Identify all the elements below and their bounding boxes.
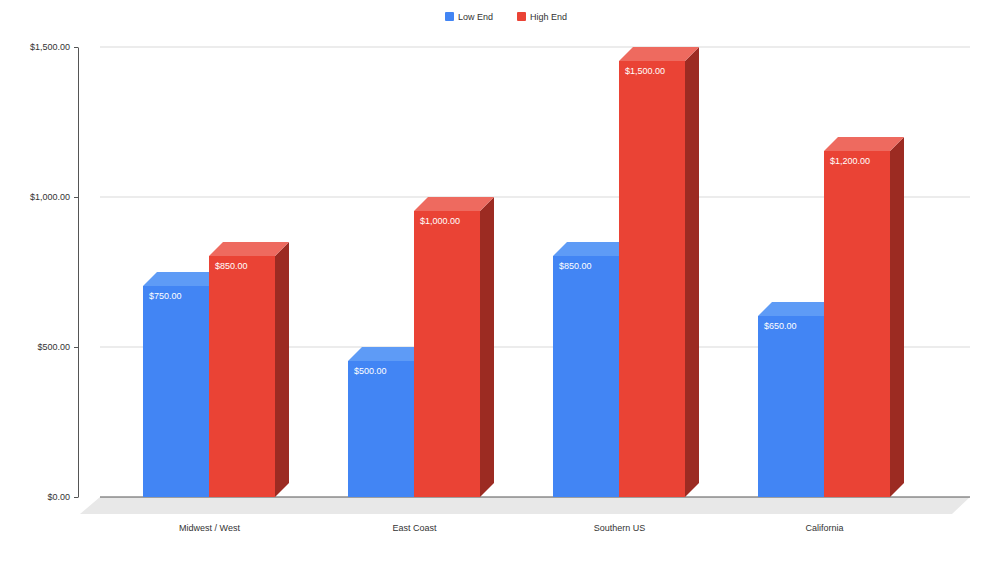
bar-top bbox=[824, 137, 904, 151]
x-tick-label: California bbox=[805, 523, 843, 533]
y-axis: $0.00 $500.00 $1,000.00 $1,500.00 bbox=[30, 42, 79, 502]
legend-label: Low End bbox=[458, 12, 493, 22]
bar-front bbox=[758, 316, 824, 497]
data-label: $1,000.00 bbox=[420, 216, 460, 226]
x-tick-label: Midwest / West bbox=[179, 523, 240, 533]
data-label: $850.00 bbox=[215, 261, 248, 271]
x-tick-label: Southern US bbox=[594, 523, 646, 533]
bar bbox=[824, 137, 904, 497]
bar-top bbox=[414, 197, 494, 211]
y-tick-label: $1,500.00 bbox=[30, 42, 70, 52]
data-label: $850.00 bbox=[559, 261, 592, 271]
legend-swatch bbox=[517, 12, 526, 21]
data-labels: $750.00 $500.00 $850.00 $650.00 $850.00 $1,00… bbox=[149, 66, 870, 376]
legend-label: High End bbox=[530, 12, 567, 22]
y-tick: $1,000.00 bbox=[30, 192, 78, 202]
bars bbox=[143, 47, 904, 497]
y-tick-label: $0.00 bbox=[47, 492, 70, 502]
data-label: $1,500.00 bbox=[625, 66, 665, 76]
bar-front bbox=[143, 286, 209, 497]
y-tick-mark bbox=[74, 197, 78, 198]
floor bbox=[80, 497, 970, 514]
legend: Low End High End bbox=[445, 12, 567, 22]
bar-side bbox=[890, 137, 904, 497]
chart: $0.00 $500.00 $1,000.00 $1,500.00 $750.00 $50… bbox=[0, 0, 1000, 563]
x-tick-label: East Coast bbox=[392, 523, 437, 533]
y-tick: $500.00 bbox=[37, 342, 78, 352]
legend-swatch bbox=[445, 12, 454, 21]
data-label: $750.00 bbox=[149, 291, 182, 301]
y-tick-mark bbox=[74, 347, 78, 348]
bar-front bbox=[619, 61, 685, 497]
y-axis-line bbox=[78, 48, 79, 498]
bar-front bbox=[348, 361, 414, 497]
bar-top bbox=[619, 47, 699, 61]
data-label: $1,200.00 bbox=[830, 156, 870, 166]
y-tick-mark bbox=[74, 497, 78, 498]
data-label: $650.00 bbox=[764, 321, 797, 331]
y-tick-label: $1,000.00 bbox=[30, 192, 70, 202]
bar-front bbox=[209, 256, 275, 497]
y-tick-label: $500.00 bbox=[37, 342, 70, 352]
bar-side bbox=[480, 197, 494, 497]
y-tick: $1,500.00 bbox=[30, 42, 78, 52]
data-label: $500.00 bbox=[354, 366, 387, 376]
bar-side bbox=[685, 47, 699, 497]
y-tick-mark bbox=[74, 47, 78, 48]
grid-line bbox=[100, 47, 970, 48]
bar bbox=[619, 47, 699, 497]
bar bbox=[414, 197, 494, 497]
bar-top bbox=[209, 242, 289, 256]
y-tick: $0.00 bbox=[47, 492, 78, 502]
bar bbox=[209, 242, 289, 497]
bar-side bbox=[275, 242, 289, 497]
bar-front bbox=[824, 151, 890, 497]
x-axis: Midwest / West East Coast Southern US Calif… bbox=[179, 523, 843, 533]
bar-front bbox=[553, 256, 619, 497]
grid bbox=[100, 47, 970, 497]
bar-front bbox=[414, 211, 480, 497]
